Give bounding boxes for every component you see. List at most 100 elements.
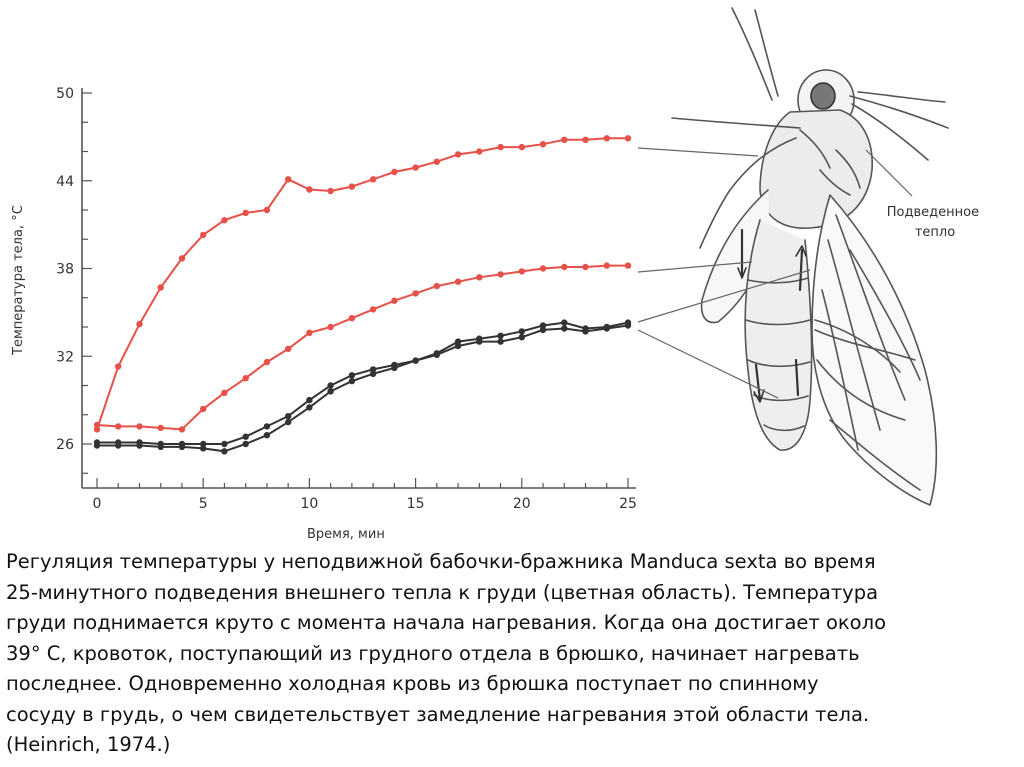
data-point [624,135,632,142]
data-point [497,332,504,339]
data-point [115,363,122,370]
y-tick-label: 44 [56,174,74,190]
data-point [136,423,143,430]
y-tick-label: 50 [56,86,74,102]
data-point [454,338,462,345]
data-point [624,322,632,329]
data-point [369,176,377,183]
heat-source-label-line-2: тепло [915,225,955,240]
data-point [518,328,525,335]
data-point [115,423,122,430]
data-point [242,209,249,217]
chart-axes: 26 32 38 44 50 0 5 10 15 20 25 [56,86,637,512]
data-point [582,263,589,271]
data-point [561,136,568,143]
data-point [454,342,462,350]
data-point [178,255,186,262]
heat-source-label-line-1: Подведенное [887,205,979,220]
y-tick-label: 26 [56,437,74,453]
data-point [221,440,228,448]
data-point [306,396,313,404]
data-point [454,278,462,285]
data-point [348,372,356,379]
data-point [136,442,143,449]
data-point [242,433,249,440]
data-point [263,358,271,366]
y-axis-title: Температура тела, °С [11,205,26,356]
data-point [285,176,292,183]
caption-line: Регуляция температуры у неподвижной бабо… [6,550,876,573]
data-point [200,231,207,239]
data-point [115,442,122,449]
chart-series-layer [93,135,632,455]
data-point [518,268,525,275]
data-point [539,322,547,329]
data-point [412,357,419,364]
x-tick-label: 10 [300,496,318,512]
series-1 [93,135,632,433]
figure-canvas: 26 32 38 44 50 0 5 10 15 20 25 Температура тела, °… [11,7,983,542]
data-point [412,290,419,297]
caption-line: 39° С, кровоток, поступающий из грудного… [6,641,860,665]
data-point [242,375,249,382]
data-point [327,187,334,195]
data-point [433,282,440,290]
y-tick-label: 38 [56,262,74,278]
series-line [97,324,629,453]
data-point [348,377,356,385]
pointer-thorax [637,147,759,157]
caption-line: сосуду в грудь, о чем свидетельствует за… [6,702,870,726]
series-4 [93,322,632,455]
data-point [369,370,377,377]
data-point [539,326,547,334]
data-point [369,306,377,313]
data-point [497,271,504,278]
series-line [96,137,628,430]
data-point [348,183,356,190]
data-point [369,366,377,373]
data-point [539,265,547,272]
data-point [561,263,568,271]
x-axis-title: Время, мин [307,527,385,542]
data-point [200,445,207,452]
pointer-abdomen-rear [637,329,779,399]
x-tick-label: 5 [199,496,208,512]
data-point [497,338,504,345]
data-point [93,426,101,433]
pointer-abdomen-front [637,261,753,273]
moth-illustration [671,7,949,506]
caption-line: (Heinrich, 1974.) [6,733,171,756]
data-point [306,329,313,336]
data-point [200,405,207,413]
data-point [242,440,249,448]
data-point [306,404,313,411]
data-point [285,413,292,420]
series-line [96,264,628,431]
data-point [518,334,525,341]
data-point [348,315,356,322]
data-point [327,388,334,395]
data-point [412,164,419,171]
data-point [603,135,610,142]
data-point [285,345,292,353]
figure-caption: Регуляция температуры у неподвижной бабо… [6,547,1018,761]
data-point [221,389,228,396]
data-point [476,338,483,345]
series-line [97,321,629,445]
data-point [433,158,440,165]
data-point [221,448,228,455]
data-point [200,440,207,448]
data-point [263,423,271,430]
data-point [263,206,271,214]
curve-pointer-lines [637,147,913,399]
data-point [306,186,313,193]
x-tick-label: 25 [619,496,637,512]
data-point [178,443,186,451]
data-point [497,143,504,151]
data-point [561,325,568,332]
data-point [327,382,334,389]
data-point [603,325,610,332]
data-point [539,141,547,148]
heat-source-label: Подведенное тепло [887,205,983,240]
data-point [391,364,398,372]
